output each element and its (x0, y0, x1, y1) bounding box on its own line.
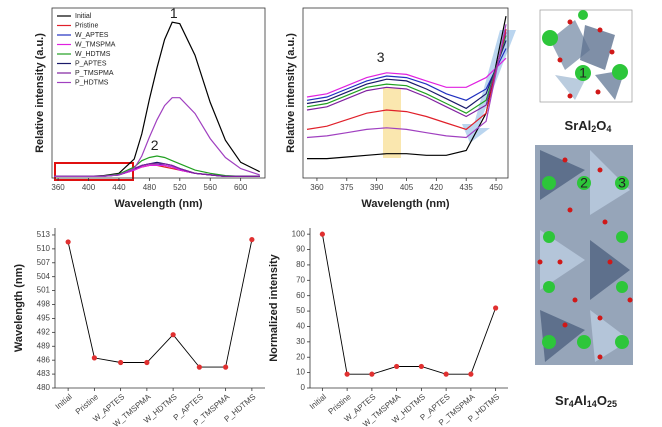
site-label: 2 (580, 175, 588, 191)
y-tick-label: 40 (296, 322, 305, 331)
legend-label: P_HDTMS (75, 79, 109, 86)
data-point (344, 371, 350, 377)
structure-bottom (535, 145, 633, 365)
data-point (493, 305, 499, 311)
spectrum-line (306, 57, 507, 98)
data-point (118, 359, 124, 366)
y-axis-label: Normalized intensity (268, 253, 280, 361)
spectrum-line (54, 164, 260, 177)
x-tick-label: 480 (143, 183, 157, 192)
formula: SrAl2O4 (565, 118, 612, 134)
legend-label: Pristine (75, 22, 98, 29)
y-tick-label: 501 (37, 286, 51, 295)
x-tick-label: Initial (308, 392, 328, 411)
y-tick-label: 513 (37, 230, 51, 239)
highlight-box (54, 162, 134, 181)
x-tick-label: 440 (112, 183, 126, 192)
x-axis-label: Wavelength (nm) (114, 198, 203, 210)
y-tick-label: 492 (37, 327, 51, 336)
y-tick-label: 70 (296, 275, 305, 284)
site-label: 1 (579, 65, 587, 81)
x-tick-label: 435 (460, 183, 474, 192)
plot-frame (51, 7, 266, 179)
plot-frame (302, 7, 509, 179)
legend-label: W_APTES (75, 32, 109, 39)
spectrum-line (54, 97, 260, 177)
x-axis-label: Wavelength (nm) (361, 198, 450, 210)
spectrum-line (306, 48, 507, 101)
data-point (223, 364, 229, 370)
x-tick-label: 560 (204, 183, 218, 192)
legend-label: P_APTES (75, 60, 107, 67)
y-tick-label: 489 (37, 341, 51, 350)
legend-label: Initial (75, 13, 92, 20)
y-tick-label: 495 (37, 314, 51, 323)
trend-line (321, 234, 497, 375)
data-point (319, 231, 325, 237)
y-axis-label: Relative intensity (a.u.) (285, 33, 297, 153)
y-tick-label: 50 (296, 306, 305, 315)
structure-top (539, 9, 633, 103)
y-axis-label: Relative intensity (a.u.) (34, 33, 46, 153)
data-point (418, 363, 424, 370)
y-axis-label: Wavelength (nm) (13, 264, 25, 353)
legend-label: W_HDTMS (75, 51, 111, 58)
spectrum-line (54, 161, 260, 177)
spectrum-line (54, 155, 260, 177)
annotation: 2 (151, 137, 159, 153)
y-tick-label: 20 (296, 352, 305, 361)
data-point (65, 239, 71, 245)
data-point (443, 371, 449, 377)
x-tick-label: 450 (489, 183, 503, 192)
data-point (468, 371, 474, 377)
spectrum-line (307, 15, 507, 160)
y-tick-label: 510 (37, 244, 51, 253)
y-tick-label: 10 (296, 368, 305, 377)
x-tick-label: Initial (54, 392, 74, 411)
data-point (196, 364, 202, 370)
x-tick-label: 360 (51, 183, 65, 192)
spectrum-line (306, 32, 507, 118)
spectrum-line (306, 35, 507, 114)
y-tick-label: 483 (37, 369, 51, 378)
data-point (144, 359, 150, 366)
x-tick-label: 390 (370, 183, 384, 192)
data-point (394, 363, 400, 370)
x-tick-label: 400 (82, 183, 96, 192)
y-tick-label: 486 (37, 355, 51, 364)
spectrum-line (306, 24, 507, 139)
spectrum-line (306, 28, 507, 131)
y-tick-label: 30 (296, 337, 305, 346)
x-tick-label: 375 (340, 183, 354, 192)
legend-label: W_TMSPMA (75, 41, 116, 48)
data-point (170, 332, 176, 338)
y-tick-label: 100 (292, 229, 306, 238)
highlight-band (383, 88, 401, 158)
y-tick-label: 80 (296, 260, 305, 269)
y-tick-label: 60 (296, 291, 305, 300)
x-tick-label: 520 (173, 183, 187, 192)
annotation: 3 (377, 49, 385, 65)
y-tick-label: 90 (296, 245, 305, 254)
site-label: 3 (618, 175, 626, 191)
trend-line (67, 239, 253, 368)
data-point (249, 236, 255, 243)
legend-label: P_TMSPMA (75, 70, 114, 77)
y-tick-label: 480 (37, 383, 51, 392)
x-tick-label: 420 (430, 183, 444, 192)
x-tick-label: 600 (234, 183, 248, 192)
spectrum-line (306, 40, 507, 110)
x-tick-label: 405 (400, 183, 414, 192)
annotation: 1 (170, 5, 178, 21)
data-point (369, 371, 375, 377)
y-tick-label: 507 (37, 258, 51, 267)
y-tick-label: 0 (301, 383, 306, 392)
y-tick-label: 498 (37, 300, 51, 309)
spectrum-line (54, 164, 260, 177)
y-tick-label: 504 (37, 272, 51, 281)
formula: Sr4Al14O25 (555, 393, 617, 409)
x-tick-label: 360 (310, 183, 324, 192)
data-point (91, 355, 97, 361)
